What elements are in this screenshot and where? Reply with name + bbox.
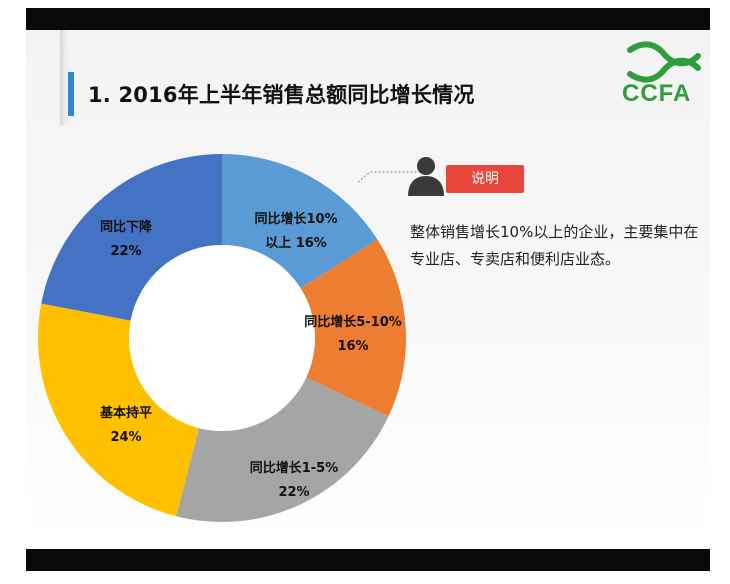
- donut-chart: 同比增长10% 以上 16% 同比增长5-10% 16% 同比增长1-5% 22% 基本持平…: [37, 154, 426, 522]
- slice-label-5-line-2: 22%: [110, 244, 141, 259]
- slice-label-2-line-1: 同比增长5-10%: [304, 314, 402, 330]
- page-title: 1. 2016年上半年销售总额同比增长情况: [88, 83, 475, 107]
- donut-slice-1: [222, 154, 378, 289]
- slice-label-1-line-2: 以上 16%: [265, 236, 327, 251]
- slice-label-5-line-1: 同比下降: [100, 219, 153, 235]
- logo-text: CCFA: [622, 80, 692, 107]
- slice-label-3-line-1: 同比增长1-5%: [250, 460, 339, 476]
- left-shadow-accent: [60, 30, 70, 125]
- top-black-bar: [26, 8, 710, 30]
- slice-label-1-line-1: 同比增长10%: [254, 211, 337, 227]
- slice-label-4-line-2: 24%: [110, 430, 141, 445]
- slice-label-3-line-2: 22%: [278, 485, 309, 500]
- donut-slice-2: [300, 239, 407, 417]
- donut-slice-4: [37, 303, 199, 517]
- note-badge: 说明: [446, 165, 524, 193]
- note-text: 整体销售增长10%以上的企业，主要集中在专业店、专卖店和便利店业态。: [410, 223, 699, 268]
- donut-slice-3: [176, 377, 389, 522]
- ccfa-logo: [627, 41, 701, 83]
- donut-slice-5: [41, 154, 222, 321]
- donut-hole: [129, 245, 315, 431]
- person-icon: [408, 157, 444, 196]
- slide: 1. 2016年上半年销售总额同比增长情况 CCFA 同比增长10% 以上 16%…: [26, 30, 710, 549]
- title-accent-bar: [68, 72, 74, 116]
- bottom-black-bar: [26, 549, 710, 571]
- slice-label-4-line-1: 基本持平: [99, 405, 152, 421]
- slice-label-2-line-2: 16%: [337, 339, 368, 354]
- note-leader-line: [357, 171, 426, 183]
